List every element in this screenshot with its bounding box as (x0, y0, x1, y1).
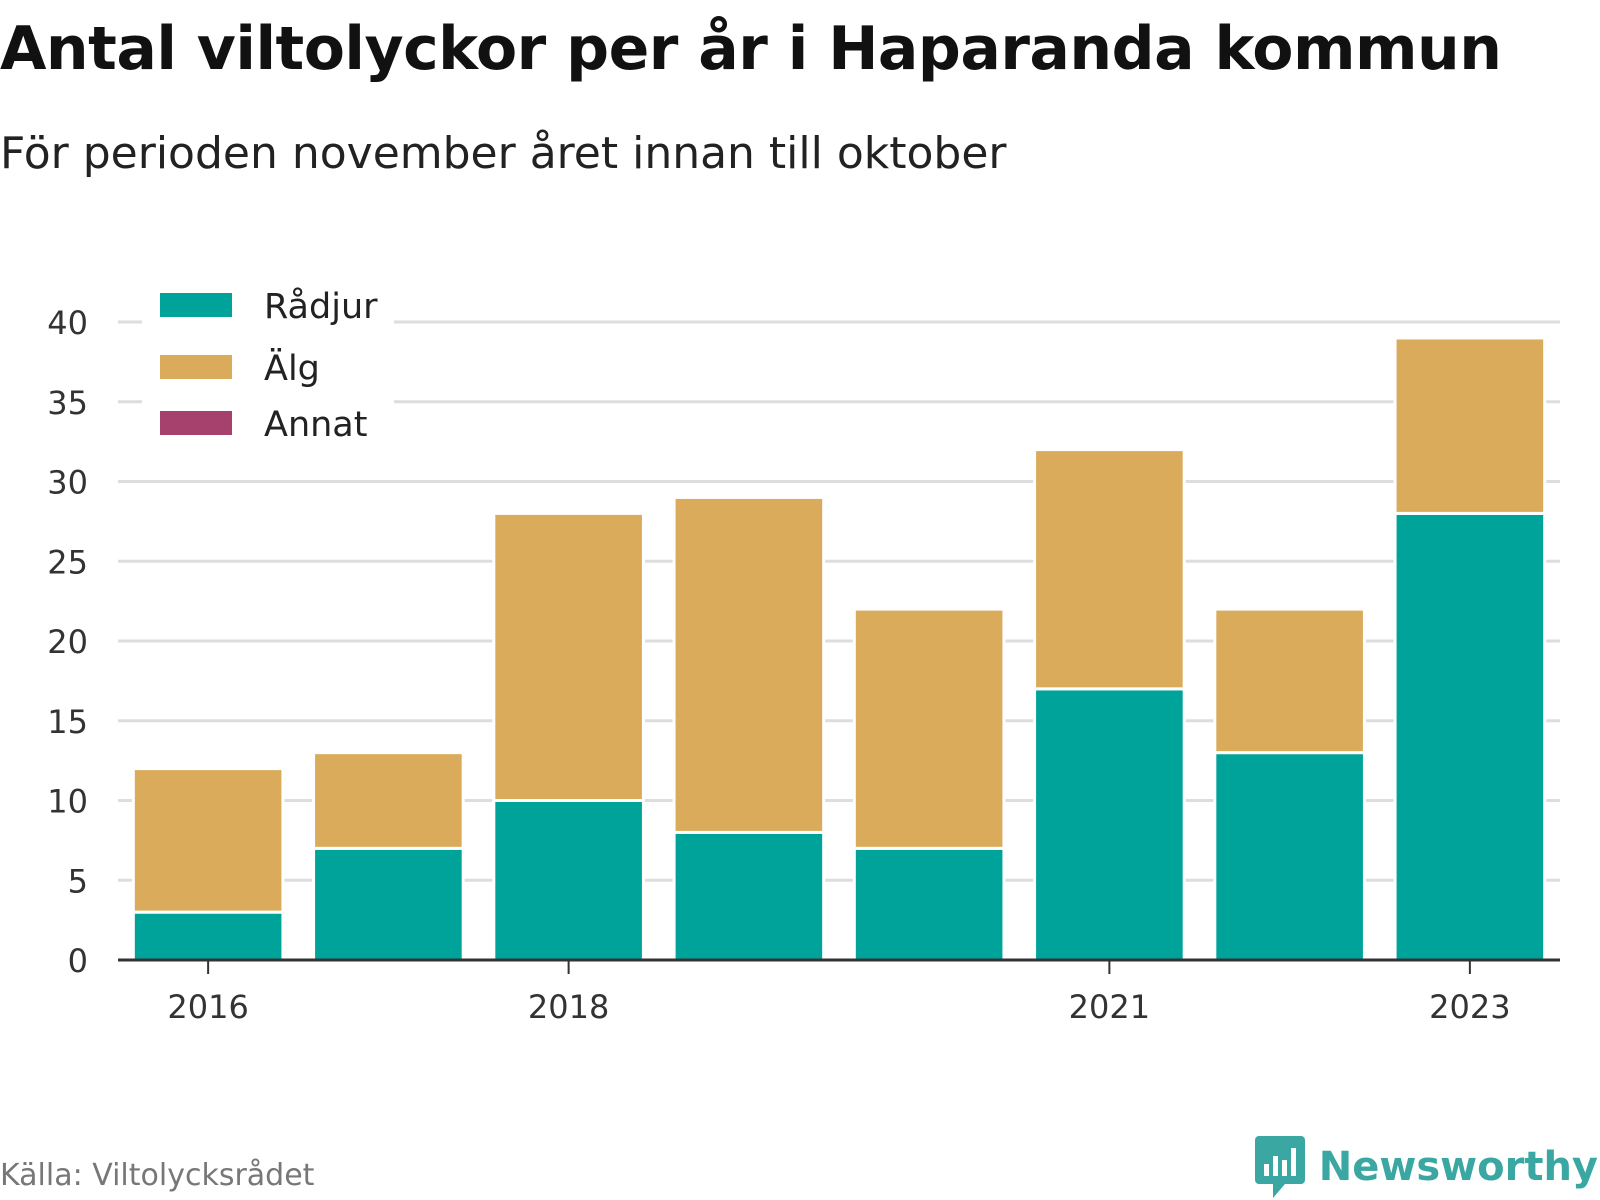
y-tick-label: 10 (47, 783, 88, 821)
legend-label: Annat (264, 405, 367, 445)
axes: 0 5 10 15 20 25 30 35 40 2016 2018 2021 2023 (47, 304, 1560, 1026)
source-note: Källa: Viltolycksrådet (0, 1158, 315, 1193)
bars (131, 336, 1547, 962)
y-tick-label: 15 (47, 703, 88, 741)
x-tick-label: 2021 (1069, 988, 1150, 1026)
y-tick-label: 30 (47, 464, 88, 502)
bar-alg-2023 (1393, 336, 1547, 515)
y-tick-label: 20 (47, 623, 88, 661)
stacked-bar-chart: Rådjur Älg Annat 0 5 10 15 20 25 30 35 40 2016 2018 2… (47, 278, 1560, 1026)
brand-name: Newsworthy (1318, 1144, 1598, 1190)
y-tick-label: 5 (68, 862, 88, 900)
bar-alg-2021 (1033, 448, 1186, 691)
newsworthy-logo-icon (1254, 1136, 1305, 1198)
bar-radjur-2019 (672, 830, 826, 962)
brand-mark: Newsworthy (1254, 1136, 1598, 1198)
bar-alg-2020 (852, 607, 1006, 850)
bar-alg-2017 (312, 751, 465, 850)
bar-radjur-2022 (1213, 751, 1366, 962)
bar-radjur-2016 (131, 910, 285, 962)
y-tick-label: 0 (68, 942, 88, 980)
legend-swatch (160, 411, 232, 435)
legend-label: Älg (264, 347, 320, 389)
chart-subtitle: För perioden november året innan till ok… (0, 128, 1007, 179)
bar-radjur-2021 (1033, 687, 1186, 962)
bar-radjur-2017 (312, 846, 465, 962)
bar-alg-2022 (1213, 607, 1366, 755)
legend-swatch (160, 355, 232, 379)
bar-radjur-2020 (852, 846, 1006, 962)
legend: Rådjur Älg Annat (142, 278, 394, 450)
x-tick-label: 2023 (1429, 988, 1510, 1026)
y-tick-label: 25 (47, 543, 88, 581)
bar-radjur-2018 (492, 799, 645, 962)
x-tick-label: 2018 (528, 988, 609, 1026)
legend-label: Rådjur (264, 286, 378, 327)
bar-radjur-2023 (1393, 511, 1547, 962)
y-tick-label: 40 (47, 304, 88, 342)
bar-alg-2016 (131, 767, 285, 914)
y-tick-label: 35 (47, 384, 88, 422)
bar-alg-2018 (492, 511, 645, 803)
legend-swatch (160, 293, 232, 317)
chart-title: Antal viltolyckor per år i Haparanda kom… (0, 14, 1502, 84)
bar-alg-2019 (672, 495, 826, 834)
x-tick-label: 2016 (167, 988, 248, 1026)
